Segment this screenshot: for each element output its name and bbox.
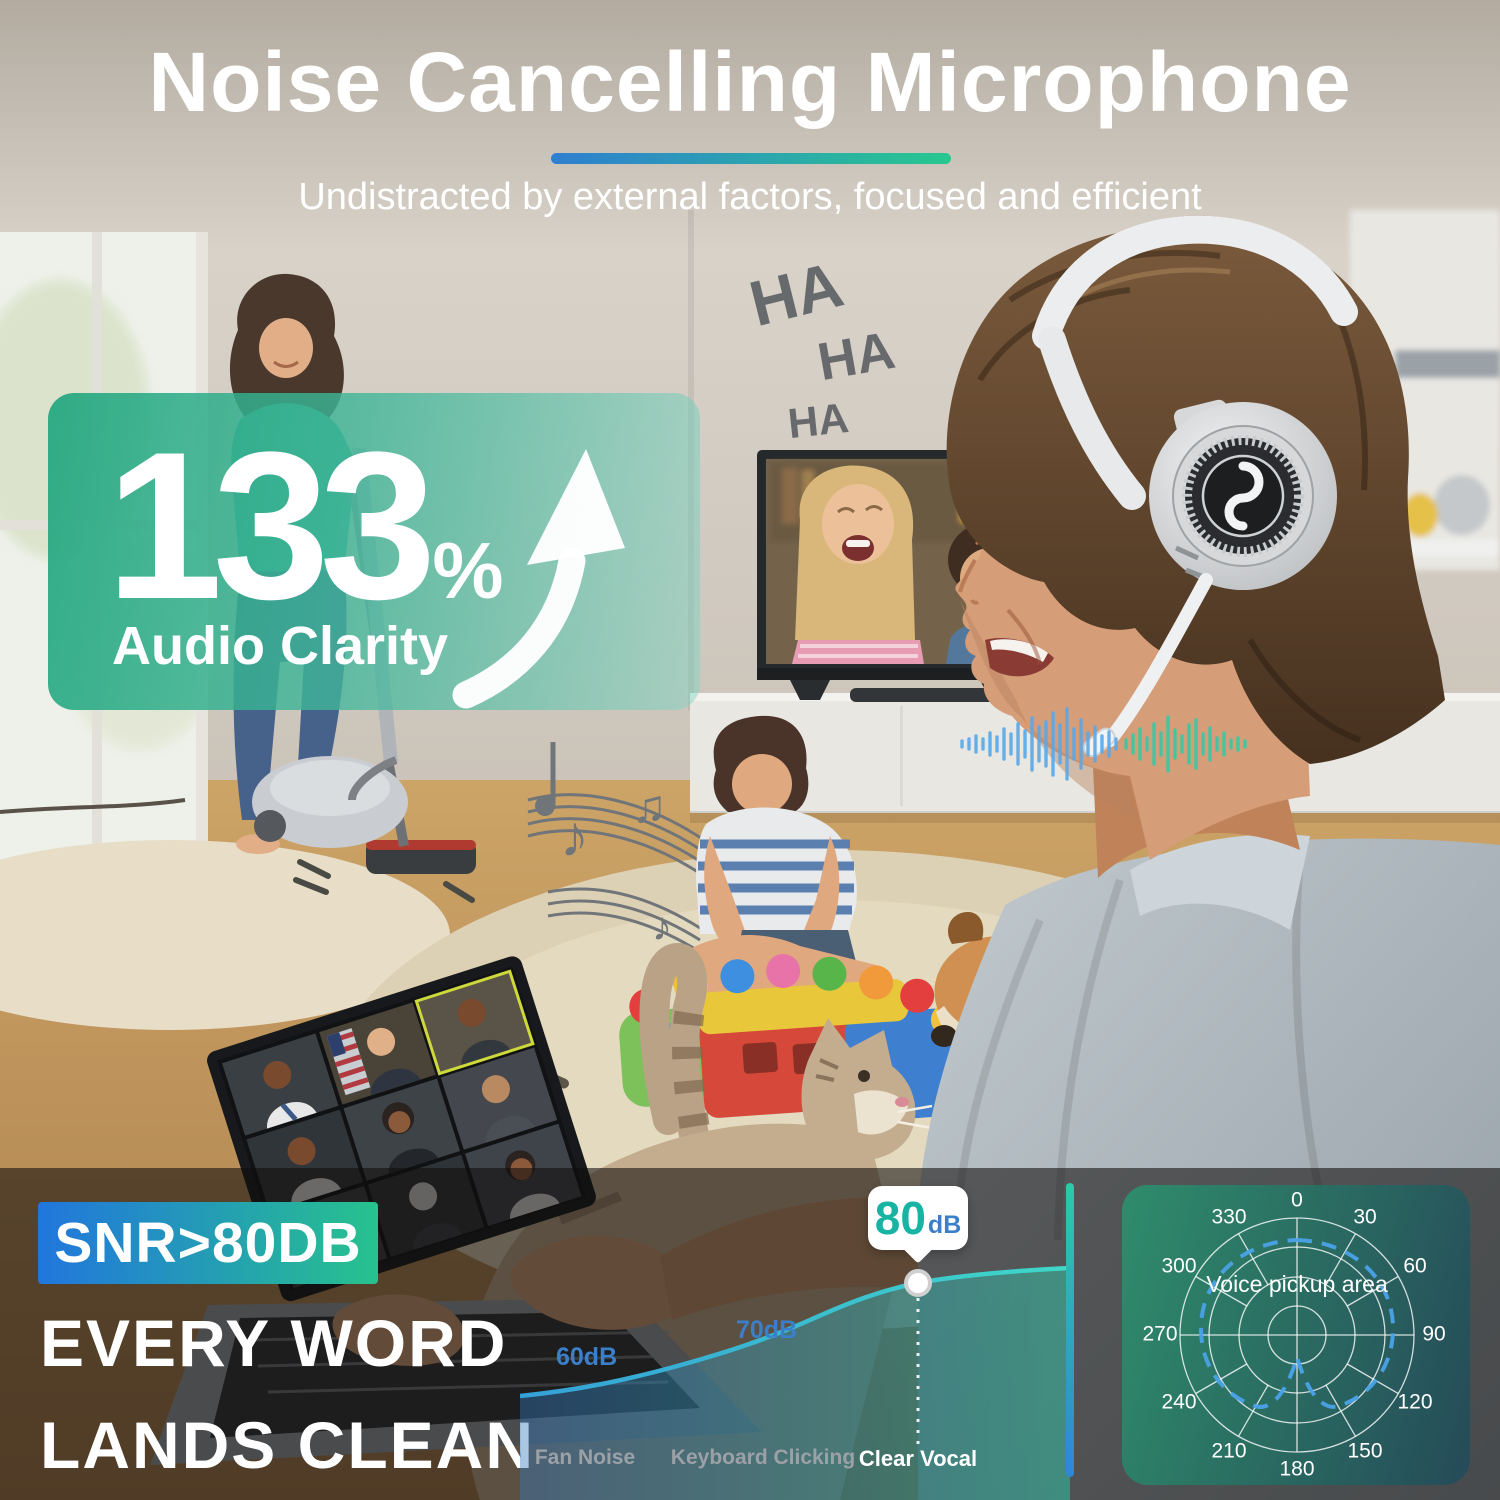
tick-330: 330 xyxy=(1211,1206,1246,1229)
tick-120: 120 xyxy=(1397,1391,1432,1414)
tagline-line-1: EVERY WORD xyxy=(40,1306,508,1380)
headset xyxy=(1032,215,1358,758)
db-callout-bubble: 80 dB xyxy=(868,1186,968,1250)
polar-grid xyxy=(1179,1217,1415,1453)
us-flag xyxy=(326,1028,371,1096)
headband-arm xyxy=(1038,326,1146,510)
page-title: Noise Cancelling Microphone xyxy=(148,35,1352,129)
tick-240: 240 xyxy=(1161,1391,1196,1414)
music-notes-icon: ♪ ♫ ♪ xyxy=(527,742,705,954)
mic-boom xyxy=(1103,573,1213,747)
tick-30: 30 xyxy=(1353,1206,1376,1229)
man-collar xyxy=(1130,834,1310,930)
tick-60: 60 xyxy=(1403,1255,1426,1278)
pickup-area-label: Voice pickup area xyxy=(1206,1271,1388,1297)
power-cord xyxy=(0,798,186,814)
stat-unit: % xyxy=(432,526,504,615)
chart-marker xyxy=(904,1269,932,1297)
polar-chart: 0 30 60 90 120 150 180 210 240 270 300 3… xyxy=(1142,1189,1445,1481)
laugh-text: HA xyxy=(785,393,851,448)
earcup xyxy=(1149,402,1337,590)
svg-text:♪: ♪ xyxy=(652,905,672,949)
x-label-fan-noise: Fan Noise xyxy=(534,1446,636,1469)
db-label-60: 60dB xyxy=(556,1343,618,1371)
noise-level-curve xyxy=(519,1265,1071,1500)
tick-90: 90 xyxy=(1422,1323,1445,1346)
x-label-keyboard-clicking: Keyboard Clicking xyxy=(670,1446,856,1469)
pickup-pattern xyxy=(1198,1237,1396,1409)
tick-150: 150 xyxy=(1347,1440,1382,1463)
stat-value-row: 133% xyxy=(106,421,504,631)
tick-210: 210 xyxy=(1211,1440,1246,1463)
noise-level-chart: 80 dB 60dB 70dB Fan Noise Keyboard Click… xyxy=(519,1180,1071,1500)
title-underline xyxy=(551,153,951,164)
callout-value: 80 xyxy=(874,1192,926,1244)
vertical-divider xyxy=(1066,1183,1074,1477)
snr-badge: SNR>80DB xyxy=(38,1202,378,1284)
logo-icon xyxy=(1224,461,1264,531)
svg-text:♫: ♫ xyxy=(632,780,667,832)
audio-clarity-panel: 133% Audio Clarity xyxy=(48,393,700,710)
voice-pickup-panel: 0 30 60 90 120 150 180 210 240 270 300 3… xyxy=(1122,1185,1470,1485)
tick-0: 0 xyxy=(1291,1189,1303,1212)
rug-left xyxy=(0,840,450,1030)
headband xyxy=(1032,215,1358,350)
tick-180: 180 xyxy=(1279,1458,1314,1481)
page-subtitle: Undistracted by external factors, focuse… xyxy=(298,176,1202,218)
db-label-70: 70dB xyxy=(736,1316,798,1344)
tick-300: 300 xyxy=(1161,1255,1196,1278)
tick-270: 270 xyxy=(1142,1323,1177,1346)
arrow-up-icon xyxy=(452,449,625,709)
stat-label: Audio Clarity xyxy=(112,616,449,676)
degree-ticks: 0 30 60 90 120 150 180 210 240 270 300 3… xyxy=(1142,1189,1445,1481)
tv-girl xyxy=(792,465,924,664)
stat-value: 133 xyxy=(106,408,436,643)
callout-unit: dB xyxy=(927,1210,962,1239)
svg-text:♪: ♪ xyxy=(560,804,589,869)
voice-waveform-icon xyxy=(960,707,1247,781)
x-label-clear-vocal: Clear Vocal xyxy=(858,1446,978,1471)
laugh-text: HA xyxy=(813,320,900,393)
tagline-line-2: LANDS CLEAN xyxy=(40,1408,535,1482)
